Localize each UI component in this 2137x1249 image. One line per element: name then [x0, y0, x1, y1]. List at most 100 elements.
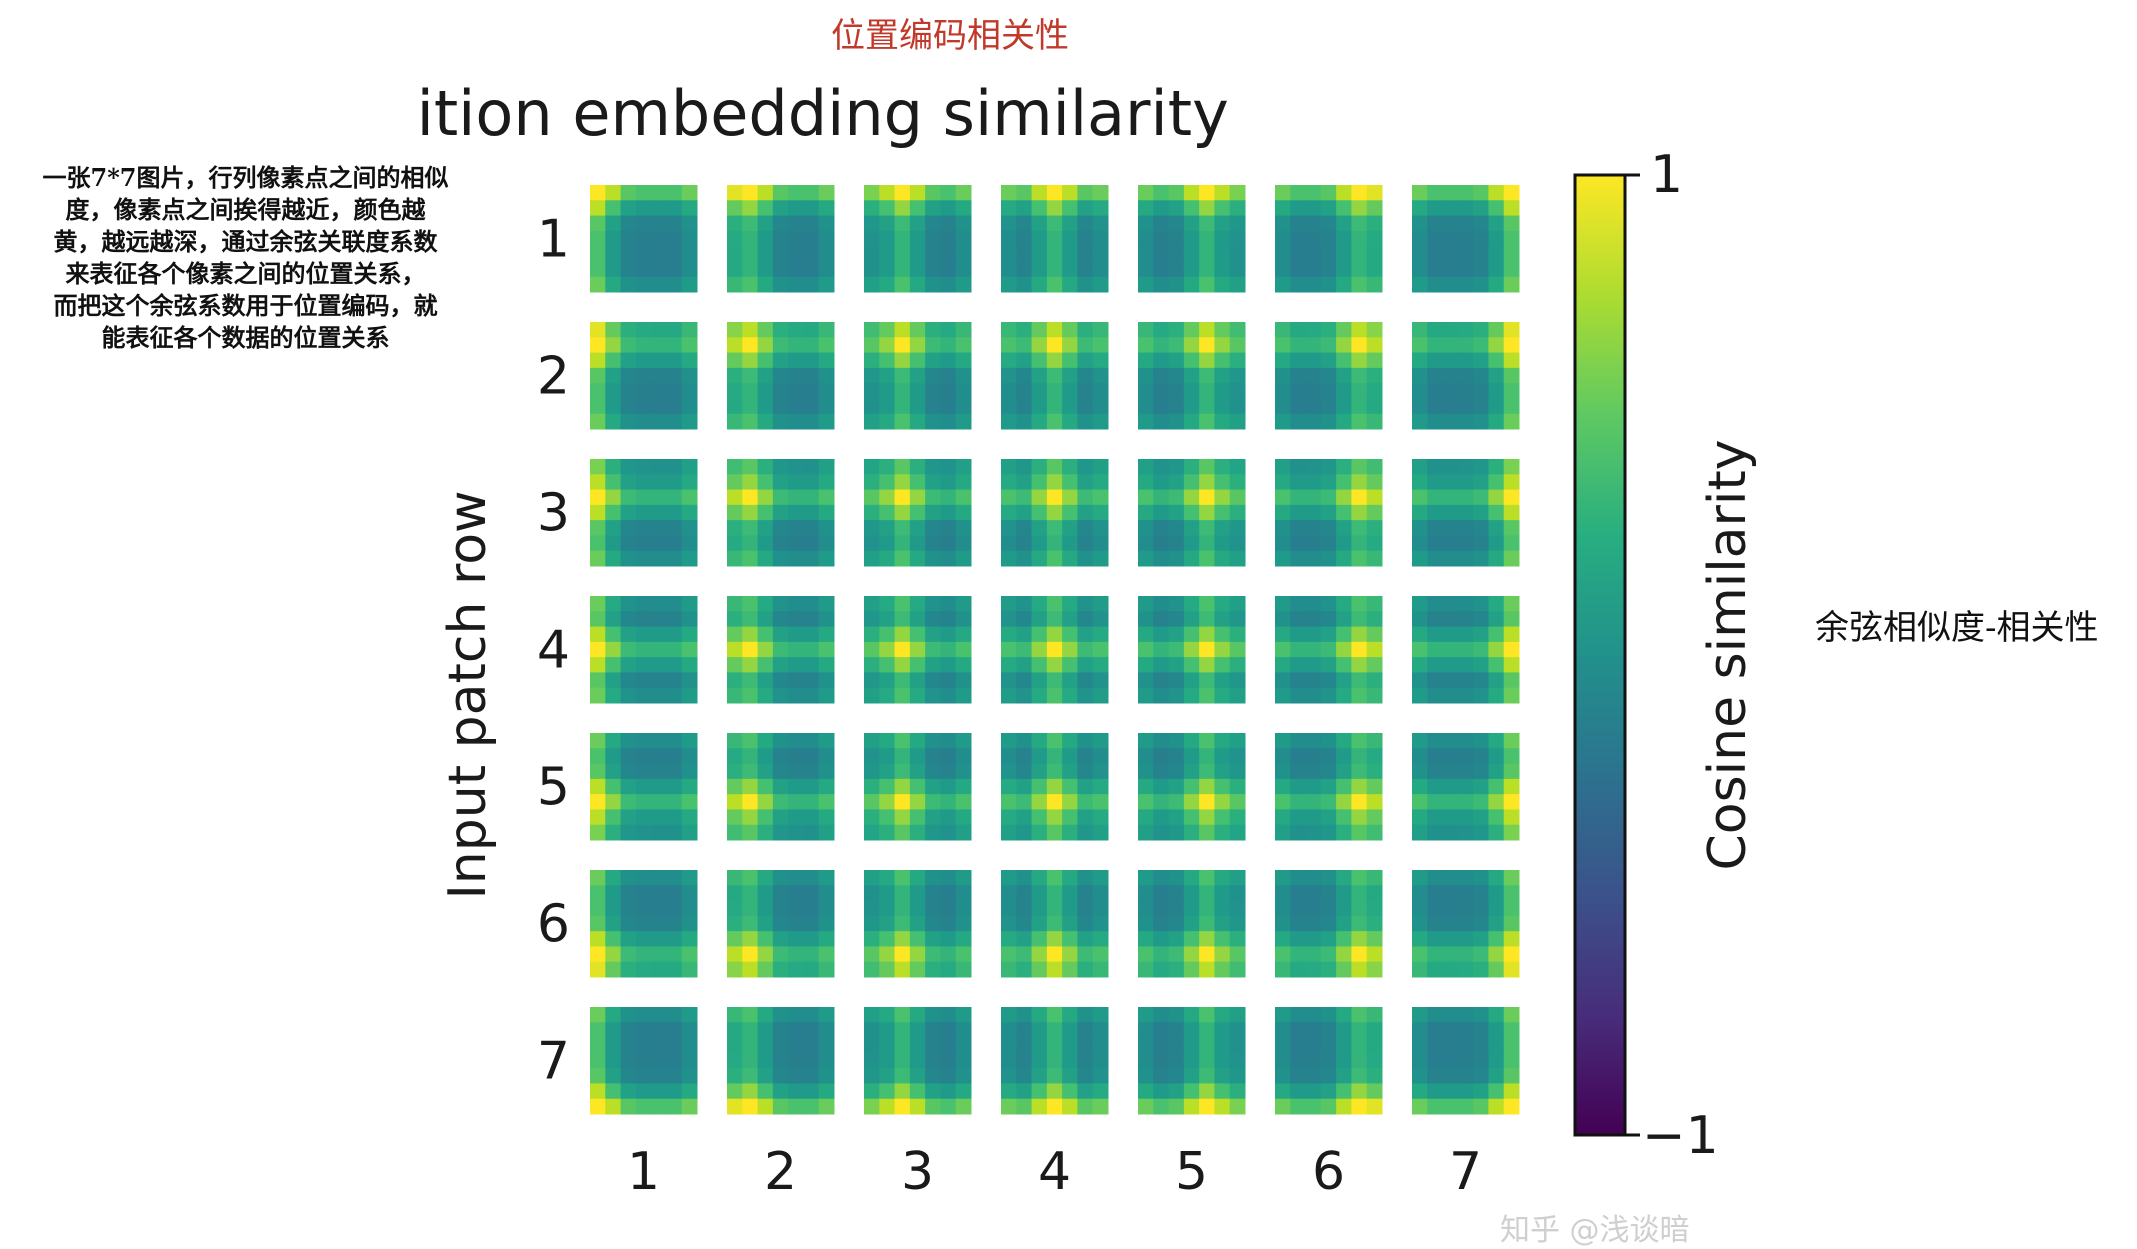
heatmap-pixel	[864, 657, 880, 673]
heatmap-pixel	[894, 596, 911, 612]
heatmap-pixel	[894, 246, 911, 262]
heatmap-pixel	[788, 1083, 804, 1100]
heatmap-pixel	[772, 1007, 789, 1023]
heatmap-pixel	[742, 657, 759, 673]
heatmap-pixel	[1077, 215, 1094, 232]
heatmap-pixel	[1199, 931, 1215, 947]
heatmap-pixel	[894, 778, 911, 795]
heatmap-pixel	[1183, 398, 1200, 415]
heatmap-pixel	[864, 261, 880, 278]
heatmap-pixel	[925, 672, 941, 689]
heatmap-pixel	[1503, 870, 1520, 886]
heatmap-pixel	[727, 946, 743, 963]
heatmap-pixel	[727, 520, 743, 536]
heatmap-pixel	[1275, 626, 1291, 643]
heatmap-pixel	[1427, 763, 1444, 780]
heatmap-pixel	[1488, 626, 1505, 643]
heatmap-pixel	[1305, 550, 1322, 567]
heatmap-pixel	[1503, 1052, 1520, 1069]
heatmap-pixel	[1199, 900, 1215, 917]
heatmap-pixel	[1305, 611, 1322, 628]
heatmap-pixel	[1503, 246, 1520, 262]
heatmap-pixel	[864, 413, 880, 430]
heatmap-pixel	[909, 1007, 926, 1023]
heatmap-pixel	[1016, 261, 1033, 278]
heatmap-pixel	[1488, 276, 1505, 293]
heatmap-pixel	[818, 657, 835, 673]
heatmap-pixel	[818, 276, 835, 293]
heatmap-pixel	[757, 657, 774, 673]
heatmap-pixel	[1153, 489, 1170, 506]
heatmap-pixel	[742, 824, 759, 841]
heatmap-pixel	[772, 885, 789, 902]
heatmap-pixel	[1153, 504, 1170, 521]
heatmap-cell-r6-c7	[1412, 870, 1520, 978]
heatmap-pixel	[681, 230, 698, 247]
heatmap-pixel	[635, 215, 652, 232]
heatmap-cell-r7-c7	[1412, 1007, 1520, 1115]
heatmap-pixel	[1138, 687, 1154, 704]
heatmap-pixel	[1427, 824, 1444, 841]
heatmap-pixel	[1214, 748, 1231, 765]
heatmap-pixel	[818, 687, 835, 704]
heatmap-pixel	[1183, 1052, 1200, 1069]
heatmap-pixel	[1077, 459, 1094, 475]
heatmap-pixel	[1336, 885, 1352, 902]
heatmap-pixel	[651, 246, 667, 262]
heatmap-pixel	[818, 230, 835, 247]
heatmap-pixel	[1199, 1083, 1215, 1100]
heatmap-pixel	[590, 1037, 606, 1054]
heatmap-pixel	[1351, 215, 1368, 232]
heatmap-pixel	[1062, 550, 1078, 567]
heatmap-pixel	[1442, 413, 1459, 430]
heatmap-pixel	[1229, 1068, 1246, 1084]
heatmap-pixel	[742, 200, 759, 217]
col-tick-label: 6	[1312, 1142, 1345, 1202]
heatmap-pixel	[1412, 900, 1428, 917]
heatmap-cell-r3-c3	[864, 459, 972, 567]
heatmap-pixel	[1077, 1052, 1094, 1069]
col-tick-label: 3	[901, 1142, 934, 1202]
heatmap-pixel	[1457, 1037, 1474, 1054]
heatmap-pixel	[772, 657, 789, 673]
heatmap-pixel	[1442, 870, 1459, 886]
heatmap-pixel	[635, 809, 652, 826]
heatmap-pixel	[1457, 946, 1474, 963]
heatmap-pixel	[1366, 596, 1383, 612]
heatmap-pixel	[1457, 596, 1474, 612]
heatmap-pixel	[1366, 733, 1383, 749]
heatmap-pixel	[955, 1052, 972, 1069]
heatmap-pixel	[757, 383, 774, 399]
heatmap-pixel	[1320, 383, 1337, 399]
heatmap-pixel	[1457, 931, 1474, 947]
heatmap-pixel	[681, 596, 698, 612]
heatmap-pixel	[1457, 626, 1474, 643]
heatmap-pixel	[757, 915, 774, 932]
heatmap-pixel	[894, 459, 911, 475]
heatmap-pixel	[651, 276, 667, 293]
heatmap-pixel	[1503, 1098, 1520, 1115]
heatmap-pixel	[925, 657, 941, 673]
heatmap-pixel	[1427, 1052, 1444, 1069]
heatmap-pixel	[1153, 915, 1170, 932]
heatmap-pixel	[651, 672, 667, 689]
heatmap-pixel	[757, 961, 774, 978]
heatmap-pixel	[1016, 550, 1033, 567]
heatmap-pixel	[955, 1037, 972, 1054]
heatmap-pixel	[1503, 1083, 1520, 1100]
heatmap-pixel	[1412, 489, 1428, 506]
heatmap-pixel	[1092, 489, 1109, 506]
heatmap-pixel	[864, 611, 880, 628]
heatmap-pixel	[742, 687, 759, 704]
heatmap-pixel	[894, 1022, 911, 1039]
heatmap-pixel	[635, 520, 652, 536]
heatmap-pixel	[727, 276, 743, 293]
heatmap-pixel	[1153, 535, 1170, 552]
heatmap-pixel	[788, 641, 804, 658]
heatmap-pixel	[879, 870, 896, 886]
heatmap-pixel	[1427, 459, 1444, 475]
heatmap-pixel	[909, 276, 926, 293]
heatmap-pixel	[666, 352, 683, 369]
heatmap-pixel	[803, 474, 820, 491]
